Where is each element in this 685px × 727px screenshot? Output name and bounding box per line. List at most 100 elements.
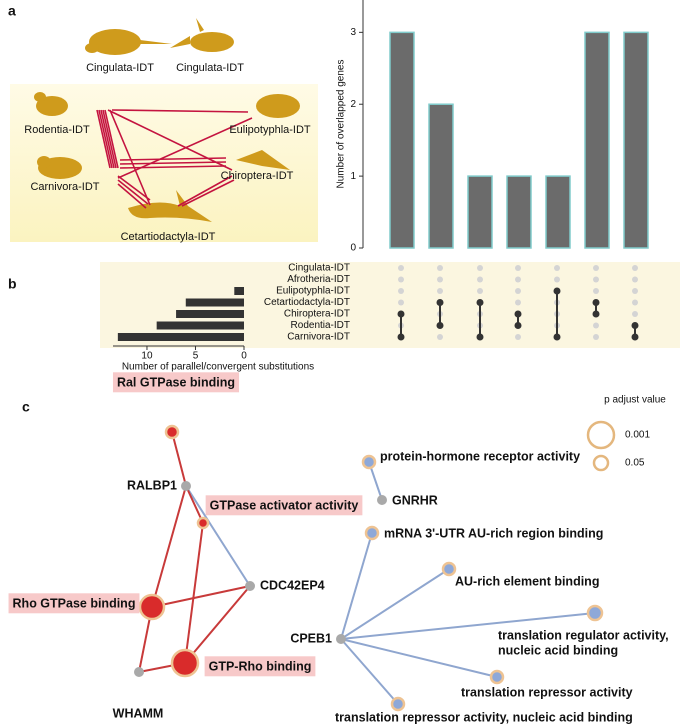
matrix-dot: [632, 276, 638, 283]
legend-label: 0.05: [625, 458, 645, 469]
label-box: [112, 372, 240, 393]
matrix-dot: [398, 265, 404, 271]
species-label: Cingulata-IDT: [176, 62, 244, 74]
node-label: GNRHR: [392, 493, 438, 507]
x-tick-label: 0: [241, 351, 247, 362]
matrix-dot: [554, 276, 560, 283]
matrix-member: [514, 322, 522, 329]
set-label: Afrotheria-IDT: [287, 274, 350, 285]
network-node: [336, 634, 346, 644]
bar: [506, 175, 532, 249]
network-node: [390, 696, 406, 712]
x-tick-label: 10: [141, 351, 153, 362]
matrix-dot: [437, 265, 443, 271]
matrix-dot: [398, 299, 404, 306]
network-node: [138, 593, 166, 621]
network-node: [245, 581, 255, 591]
matrix-member: [631, 333, 639, 341]
node-label: CPEB1: [290, 631, 332, 645]
network-node: [361, 454, 377, 470]
network-node: [586, 604, 604, 622]
panel-label: a: [8, 3, 16, 19]
network-node: [164, 424, 180, 440]
legend-size: [586, 420, 616, 450]
species-label: Cingulata-IDT: [86, 62, 154, 74]
network-edge: [340, 638, 399, 705]
bar: [584, 31, 610, 249]
matrix-member: [397, 333, 405, 341]
matrix-dot: [437, 288, 443, 294]
panel-label: b: [8, 276, 17, 292]
matrix-dot: [477, 276, 483, 283]
matrix-member: [592, 299, 600, 306]
matrix-dot: [515, 334, 521, 340]
matrix-dot: [593, 322, 599, 329]
matrix-dot: [554, 265, 560, 271]
set-label: Cingulata-IDT: [288, 263, 350, 274]
species-label: Rodentia-IDT: [24, 124, 90, 136]
node-label: Ral GTPase binding: [117, 375, 235, 389]
label-box: [8, 593, 140, 614]
matrix-dot: [593, 334, 599, 340]
species-label: Chiroptera-IDT: [221, 170, 294, 182]
legend-title: p adjust value: [604, 395, 666, 406]
set-label: Chiroptera-IDT: [284, 309, 350, 320]
x-axis-label: Number of parallel/convergent substituti…: [122, 362, 314, 373]
node-label: CDC42EP4: [260, 578, 325, 592]
matrix-dot: [515, 265, 521, 271]
network-edge: [340, 568, 450, 640]
network-node: [377, 495, 387, 505]
y-tick-label: 0: [350, 243, 356, 254]
network-edge: [171, 431, 187, 487]
label-box: [204, 656, 316, 677]
set-bar: [185, 298, 244, 307]
matrix-dot: [398, 276, 404, 283]
panel-label: c: [22, 399, 30, 415]
set-label: Carnivora-IDT: [287, 332, 350, 343]
matrix-dot: [515, 299, 521, 306]
node-label: WHAMM: [113, 706, 164, 720]
network-node: [181, 481, 191, 491]
set-label: Cetartiodactyla-IDT: [264, 297, 350, 308]
matrix-dot: [632, 288, 638, 294]
y-tick-label: 2: [350, 99, 356, 110]
matrix-member: [514, 310, 522, 318]
set-label: Eulipotyphla-IDT: [276, 286, 350, 297]
network-edge: [184, 585, 251, 664]
matrix-dot: [515, 288, 521, 294]
bar: [428, 103, 454, 249]
network-node: [364, 525, 380, 541]
matrix-member: [397, 310, 405, 318]
node-label: Rho GTPase binding: [13, 596, 136, 610]
set-bar: [234, 287, 244, 295]
node-label: mRNA 3'-UTR AU-rich region binding: [384, 526, 603, 540]
network-edge: [185, 485, 251, 587]
set-bar: [156, 321, 244, 330]
node-label: translation regulator activity,: [498, 628, 669, 642]
label-box: [205, 495, 363, 516]
matrix-dot: [632, 299, 638, 306]
species-label: Eulipotyphla-IDT: [229, 124, 311, 136]
network-node: [196, 516, 210, 530]
y-tick-label: 1: [350, 171, 356, 182]
set-bar: [117, 333, 244, 341]
species-label: Cetartiodactyla-IDT: [121, 231, 216, 243]
node-label: translation repressor activity: [461, 685, 633, 699]
matrix-member: [476, 299, 484, 306]
matrix-dot: [515, 276, 521, 283]
node-label: translation repressor activity, nucleic …: [335, 710, 633, 724]
matrix-dot: [593, 265, 599, 271]
x-tick-label: 5: [193, 351, 199, 362]
bar: [389, 31, 415, 249]
species-label: Carnivora-IDT: [30, 181, 99, 193]
network-edge: [151, 585, 251, 608]
network-node: [170, 648, 200, 678]
node-label: nucleic acid binding: [498, 643, 618, 657]
matrix-member: [553, 333, 561, 341]
network-edge: [184, 522, 204, 664]
silhouettes: [34, 18, 300, 222]
matrix-dot: [632, 311, 638, 317]
network-edge: [340, 532, 373, 640]
network-edge: [185, 485, 204, 524]
